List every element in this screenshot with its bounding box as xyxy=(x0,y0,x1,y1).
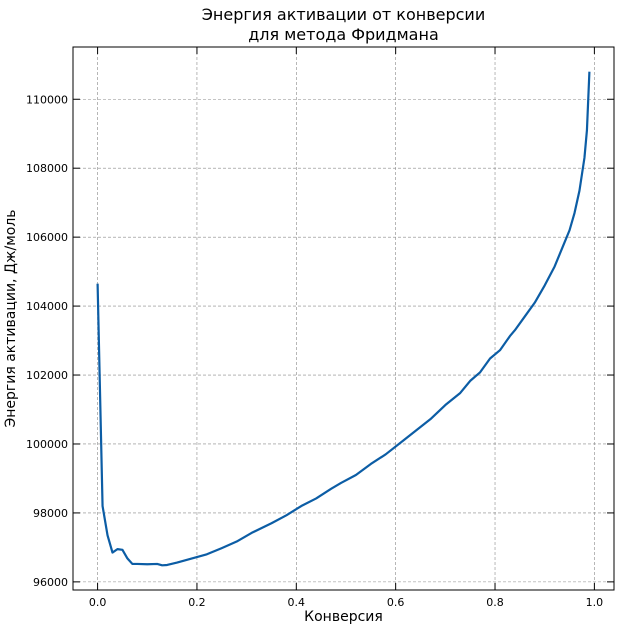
y-tick-label: 96000 xyxy=(33,576,68,589)
x-tick-label: 0.8 xyxy=(486,596,504,609)
y-tick-label: 108000 xyxy=(26,162,68,175)
x-tick-label: 1.0 xyxy=(586,596,604,609)
x-tick-label: 0.4 xyxy=(288,596,306,609)
x-tick-label: 0.0 xyxy=(89,596,107,609)
chart-title: Энергия активации от конверсии для метода… xyxy=(202,5,485,44)
y-tick-label: 110000 xyxy=(26,93,68,106)
y-tick-label: 102000 xyxy=(26,369,68,382)
y-tick-label: 106000 xyxy=(26,231,68,244)
y-tick-label: 100000 xyxy=(26,438,68,451)
x-axis-label: Конверсия xyxy=(304,609,383,625)
x-tick-label: 0.2 xyxy=(188,596,206,609)
data-line xyxy=(96,71,591,567)
x-tick-label: 0.6 xyxy=(387,596,405,609)
plot-frame xyxy=(72,46,615,591)
y-axis-label: Энергия активации, Дж/моль xyxy=(3,209,19,427)
y-tick-label: 104000 xyxy=(26,300,68,313)
y-tick-label: 98000 xyxy=(33,507,68,520)
